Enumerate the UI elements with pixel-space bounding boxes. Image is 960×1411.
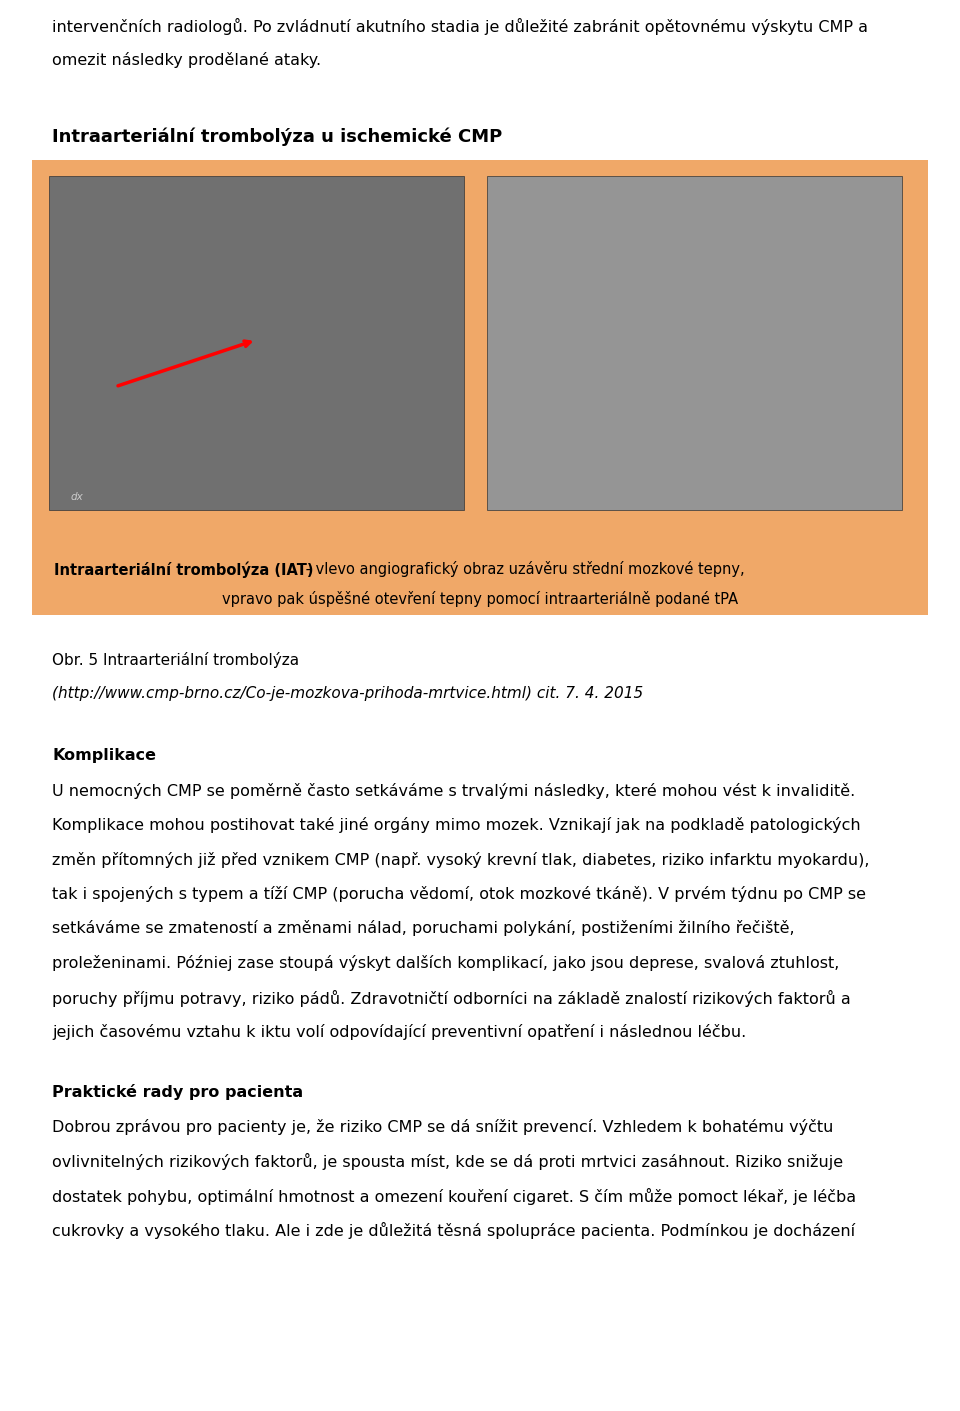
- Bar: [32, 159, 928, 615]
- Text: cukrovky a vysokého tlaku. Ale i zde je důležitá těsná spolupráce pacienta. Podm: cukrovky a vysokého tlaku. Ale i zde je …: [52, 1222, 855, 1239]
- Text: jejich časovému vztahu k iktu volí odpovídající preventivní opatření i následnou: jejich časovému vztahu k iktu volí odpov…: [52, 1024, 746, 1040]
- Text: Intraarteriální trombolýza u ischemické CMP: Intraarteriální trombolýza u ischemické …: [52, 128, 502, 147]
- Text: U nemocných CMP se poměrně často setkáváme s trvalými následky, které mohou vést: U nemocných CMP se poměrně často setkává…: [52, 783, 855, 799]
- Text: vpravo pak úspěšné otevření tepny pomocí intraarteriálně podané tPA: vpravo pak úspěšné otevření tepny pomocí…: [222, 591, 738, 607]
- Text: omezit následky prodělané ataky.: omezit následky prodělané ataky.: [52, 52, 322, 68]
- Text: proleženinami. Później zase stoupá výskyt dalších komplikací, jako jsou deprese,: proleženinami. Później zase stoupá výsky…: [52, 955, 839, 971]
- Text: změn přítomných již před vznikem CMP (např. vysoký krevní tlak, diabetes, riziko: změn přítomných již před vznikem CMP (na…: [52, 851, 870, 868]
- Text: Praktické rady pro pacienta: Praktické rady pro pacienta: [52, 1085, 303, 1101]
- Text: Komplikace: Komplikace: [52, 748, 156, 763]
- Text: Dobrou zprávou pro pacienty je, že riziko CMP se dá snížit prevencí. Vzhledem k : Dobrou zprávou pro pacienty je, že rizik…: [52, 1119, 833, 1134]
- Text: setkáváme se zmateností a změnami nálad, poruchami polykání, postiženími žilního: setkáváme se zmateností a změnami nálad,…: [52, 920, 795, 937]
- Text: poruchy příjmu potravy, riziko pádů. Zdravotničtí odborníci na základě znalostí : poruchy příjmu potravy, riziko pádů. Zdr…: [52, 989, 851, 1006]
- Text: ovlivnitelných rizikových faktorů, je spousta míst, kde se dá proti mrtvici zasá: ovlivnitelných rizikových faktorů, je sp…: [52, 1153, 843, 1170]
- Text: Obr. 5 Intraarteriální trombolýza: Obr. 5 Intraarteriální trombolýza: [52, 652, 300, 667]
- Text: Intraarteriální trombolýza (IAT): Intraarteriální trombolýza (IAT): [54, 562, 314, 577]
- Text: - vlevo angiografický obraz uzávěru střední mozkové tepny,: - vlevo angiografický obraz uzávěru stře…: [301, 562, 745, 577]
- Text: intervenčních radiologů. Po zvládnutí akutního stadia je důležité zabránit opěto: intervenčních radiologů. Po zvládnutí ak…: [52, 18, 868, 35]
- Bar: [487, 176, 901, 511]
- Text: (http://www.cmp-brno.cz/Co-je-mozkova-prihoda-mrtvice.html) cit. 7. 4. 2015: (http://www.cmp-brno.cz/Co-je-mozkova-pr…: [52, 686, 643, 701]
- Text: dostatek pohybu, optimální hmotnost a omezení kouření cigaret. S čím může pomoct: dostatek pohybu, optimální hmotnost a om…: [52, 1188, 856, 1205]
- Text: tak i spojených s typem a tíží CMP (porucha vědomí, otok mozkové tkáně). V prvém: tak i spojených s typem a tíží CMP (poru…: [52, 886, 866, 902]
- Bar: [49, 176, 464, 511]
- Text: dx: dx: [71, 492, 84, 502]
- Text: Komplikace mohou postihovat také jiné orgány mimo mozek. Vznikají jak na podklad: Komplikace mohou postihovat také jiné or…: [52, 817, 860, 832]
